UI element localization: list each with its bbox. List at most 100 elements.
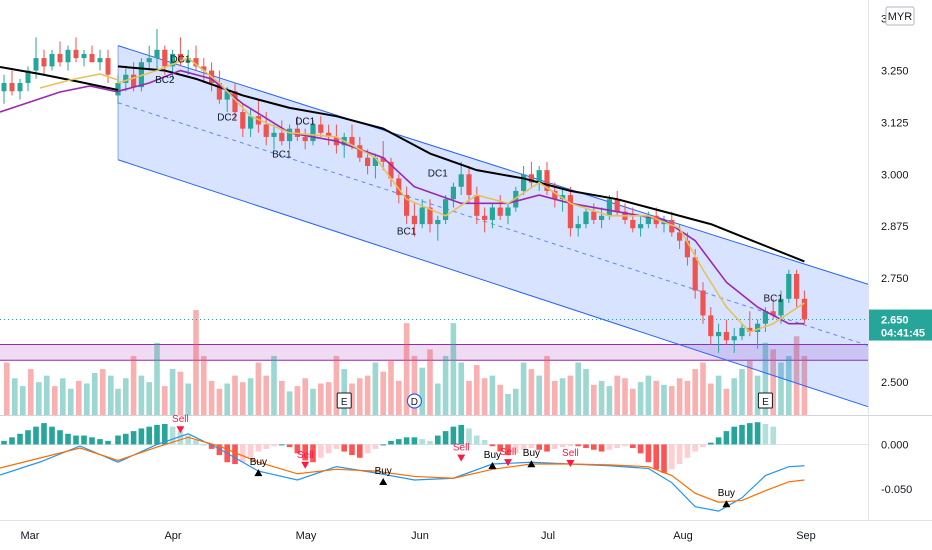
candle-body bbox=[349, 136, 355, 146]
volume-bar bbox=[520, 362, 527, 415]
volume-bar bbox=[271, 355, 277, 415]
osc-histogram-bar bbox=[567, 444, 574, 447]
sell-signal-marker bbox=[457, 454, 466, 462]
candle-body bbox=[755, 323, 761, 332]
volume-bar bbox=[497, 384, 503, 415]
volume-bar bbox=[598, 380, 605, 415]
candle-body bbox=[458, 174, 464, 187]
volume-bar bbox=[12, 378, 18, 415]
osc-histogram-bar bbox=[341, 444, 347, 452]
volume-bar bbox=[708, 383, 714, 415]
osc-histogram-bar bbox=[201, 444, 207, 446]
currency-label: MYR bbox=[888, 11, 913, 23]
osc-histogram-bar bbox=[333, 444, 340, 449]
candle-body bbox=[49, 53, 55, 67]
candle-body bbox=[177, 53, 183, 63]
sell-signal-label: Sell bbox=[562, 448, 579, 459]
candle-body bbox=[154, 49, 160, 59]
volume-bar bbox=[614, 375, 620, 415]
time-axis: Mar Apr May Jun Jul Aug Sep bbox=[21, 530, 816, 542]
osc-histogram-bar bbox=[271, 444, 277, 447]
candle-body bbox=[365, 157, 371, 166]
candle-body bbox=[357, 145, 363, 158]
volume-bar bbox=[435, 383, 441, 415]
volume-bar bbox=[723, 388, 730, 415]
candle-body bbox=[185, 58, 191, 63]
volume-bar bbox=[108, 375, 114, 415]
channel-upper-line bbox=[117, 45, 869, 285]
osc-histogram-bar bbox=[216, 444, 223, 456]
volume-bar bbox=[458, 362, 464, 415]
volume-bar bbox=[396, 380, 402, 415]
candle-body bbox=[778, 298, 784, 316]
osc-histogram-bar bbox=[700, 444, 706, 448]
candles-series bbox=[1, 29, 807, 353]
volume-bar bbox=[20, 386, 26, 415]
candle-body bbox=[271, 132, 277, 137]
candle-body bbox=[645, 215, 651, 225]
volume-bar bbox=[68, 388, 74, 415]
candle-body bbox=[435, 219, 441, 225]
sell-signal-label: Sell bbox=[297, 450, 314, 461]
volume-bar bbox=[778, 362, 784, 415]
osc-histogram-bar bbox=[435, 435, 441, 445]
osc-tick-label: 0.000 bbox=[881, 439, 909, 451]
osc-histogram-bar bbox=[739, 424, 745, 445]
time-tick-label: Jul bbox=[541, 530, 555, 542]
volume-bar bbox=[302, 378, 308, 415]
osc-histogram-bar bbox=[25, 430, 31, 445]
volume-bar bbox=[224, 383, 230, 415]
osc-slow-line bbox=[0, 436, 805, 503]
osc-histogram-bar bbox=[559, 444, 566, 448]
osc-histogram-bar bbox=[528, 444, 535, 448]
time-tick-label: Sep bbox=[796, 530, 816, 542]
osc-histogram-bar bbox=[676, 444, 683, 464]
volume-bar bbox=[100, 369, 106, 415]
volume-bar bbox=[4, 362, 10, 415]
candle-body bbox=[411, 215, 417, 225]
price-tick-label: 2.750 bbox=[881, 273, 909, 285]
candle-body bbox=[41, 58, 47, 67]
candle-body bbox=[630, 219, 636, 229]
candle-body bbox=[552, 190, 558, 200]
volume-bar bbox=[552, 380, 558, 415]
osc-histogram-bar bbox=[380, 444, 386, 446]
moving-average-line bbox=[117, 57, 805, 333]
earnings-marker bbox=[757, 392, 773, 409]
volume-bar bbox=[684, 380, 691, 415]
osc-histogram-bar bbox=[481, 440, 488, 445]
volume-bar bbox=[637, 382, 644, 415]
osc-histogram-bar bbox=[427, 440, 433, 445]
osc-histogram-bar bbox=[357, 444, 363, 458]
volume-bar bbox=[138, 375, 145, 415]
volume-bar bbox=[255, 362, 262, 415]
osc-histogram-bar bbox=[513, 444, 519, 454]
osc-histogram-bar bbox=[123, 433, 129, 445]
candle-body bbox=[396, 178, 402, 196]
volume-bar bbox=[653, 380, 659, 415]
candle-body bbox=[263, 124, 269, 137]
currency-badge bbox=[885, 6, 915, 26]
volume-bar bbox=[193, 310, 199, 415]
volume-bar bbox=[793, 336, 800, 415]
volume-bar bbox=[123, 378, 129, 415]
osc-histogram-bar bbox=[154, 424, 160, 445]
candle-body bbox=[716, 332, 722, 337]
candle-body bbox=[700, 290, 706, 316]
osc-histogram-bar bbox=[723, 431, 730, 445]
event-marker-label: E bbox=[341, 397, 348, 408]
volume-bar bbox=[715, 375, 722, 415]
buy-signal-marker bbox=[379, 478, 388, 485]
volume-bar bbox=[731, 378, 737, 415]
candle-body bbox=[427, 207, 433, 225]
candle-body bbox=[97, 58, 103, 63]
candle-body bbox=[193, 58, 199, 67]
osc-histogram-bar bbox=[606, 444, 613, 450]
candle-body bbox=[786, 273, 792, 299]
osc-histogram-bar bbox=[497, 444, 503, 452]
volume-bar bbox=[263, 375, 269, 415]
